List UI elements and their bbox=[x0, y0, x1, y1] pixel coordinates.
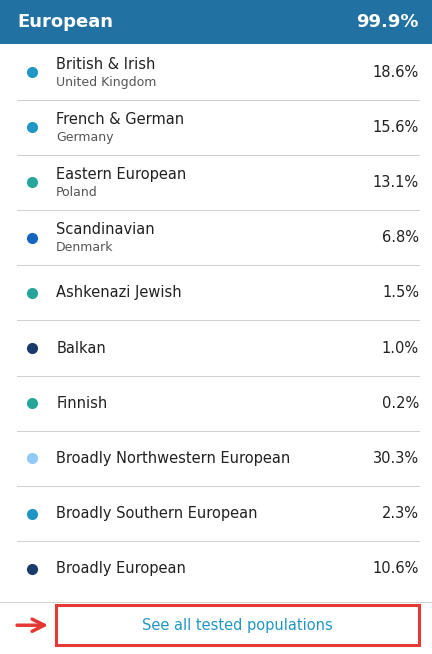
Text: Poland: Poland bbox=[56, 186, 98, 199]
Text: Broadly European: Broadly European bbox=[56, 561, 186, 576]
Text: Balkan: Balkan bbox=[56, 341, 106, 356]
Text: Finnish: Finnish bbox=[56, 396, 108, 411]
Text: Broadly Northwestern European: Broadly Northwestern European bbox=[56, 451, 290, 466]
Text: British & Irish: British & Irish bbox=[56, 57, 156, 72]
Text: Broadly Southern European: Broadly Southern European bbox=[56, 506, 257, 521]
Text: 30.3%: 30.3% bbox=[373, 451, 419, 466]
Text: 15.6%: 15.6% bbox=[373, 120, 419, 135]
Text: Germany: Germany bbox=[56, 131, 114, 144]
Text: See all tested populations: See all tested populations bbox=[142, 618, 333, 632]
Text: Eastern European: Eastern European bbox=[56, 167, 187, 182]
Text: 99.9%: 99.9% bbox=[356, 13, 419, 31]
Text: 10.6%: 10.6% bbox=[373, 561, 419, 576]
Text: 0.2%: 0.2% bbox=[382, 396, 419, 411]
Text: European: European bbox=[17, 13, 113, 31]
Text: 2.3%: 2.3% bbox=[382, 506, 419, 521]
Text: 1.5%: 1.5% bbox=[382, 285, 419, 300]
Text: 13.1%: 13.1% bbox=[373, 175, 419, 190]
Text: 6.8%: 6.8% bbox=[382, 230, 419, 245]
FancyBboxPatch shape bbox=[0, 0, 432, 44]
Text: Denmark: Denmark bbox=[56, 241, 114, 254]
Text: 18.6%: 18.6% bbox=[373, 65, 419, 80]
Text: Ashkenazi Jewish: Ashkenazi Jewish bbox=[56, 285, 182, 300]
Text: Scandinavian: Scandinavian bbox=[56, 222, 155, 237]
Text: 1.0%: 1.0% bbox=[382, 341, 419, 356]
Text: United Kingdom: United Kingdom bbox=[56, 75, 156, 88]
Text: French & German: French & German bbox=[56, 112, 184, 127]
